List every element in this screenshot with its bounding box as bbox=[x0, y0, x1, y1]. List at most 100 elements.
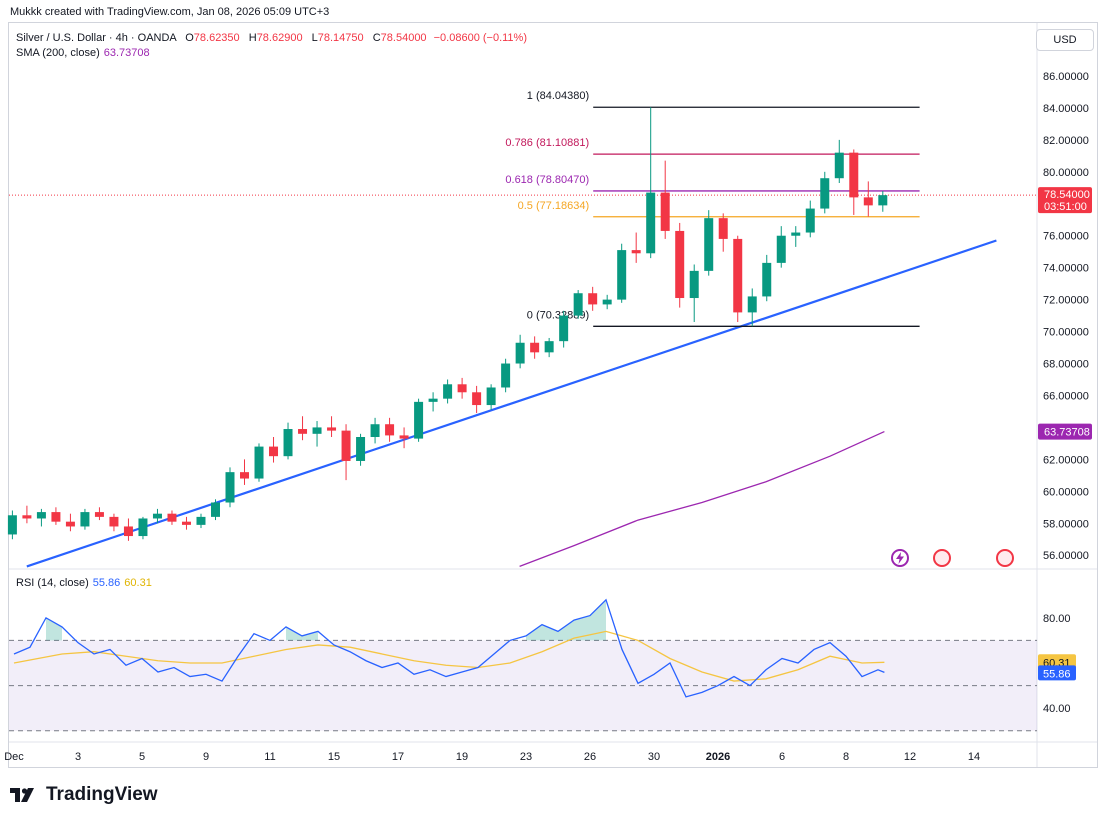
candle-body bbox=[210, 502, 220, 517]
candle-body bbox=[109, 516, 119, 527]
price-legend: Silver / U.S. Dollar · 4h · OANDA O78.62… bbox=[16, 32, 527, 44]
candle-body bbox=[878, 195, 888, 206]
price-tick-label: 68.00000 bbox=[1043, 359, 1089, 371]
time-tick-label: Dec bbox=[4, 751, 24, 763]
rsi-tick-label: 40.00 bbox=[1043, 703, 1071, 715]
candle-body bbox=[733, 238, 743, 313]
rsi-ma-line bbox=[13, 630, 885, 682]
candle-body bbox=[791, 232, 801, 236]
trendline bbox=[26, 239, 997, 568]
candle-body bbox=[94, 512, 104, 517]
rsi-overbought-fill bbox=[526, 599, 606, 641]
tradingview-brand: TradingView bbox=[10, 784, 158, 806]
price-tick-label: 70.00000 bbox=[1043, 327, 1089, 339]
candle-body bbox=[718, 218, 728, 239]
candle-body bbox=[820, 178, 830, 209]
candle-body bbox=[472, 392, 482, 406]
candle-body bbox=[646, 192, 656, 254]
candle-body bbox=[762, 262, 772, 297]
candle-body bbox=[805, 208, 815, 233]
candle-body bbox=[356, 437, 366, 461]
candle-body bbox=[181, 521, 191, 525]
close-value: 78.54000 bbox=[380, 32, 427, 44]
symbol-label[interactable]: Silver / U.S. Dollar · 4h · OANDA bbox=[16, 32, 177, 44]
rsi-tick-label: 80.00 bbox=[1043, 613, 1071, 625]
rsi-overbought-fill bbox=[286, 626, 318, 641]
time-tick-label: 5 bbox=[139, 751, 145, 763]
candle-body bbox=[327, 427, 337, 431]
sma-legend: SMA (200, close) 63.73708 bbox=[16, 47, 150, 59]
sma-price-label: 63.73708 bbox=[1044, 427, 1090, 439]
candle-body bbox=[51, 512, 61, 522]
time-tick-label: 17 bbox=[392, 751, 404, 763]
candle-body bbox=[385, 424, 395, 436]
price-tick-label: 82.00000 bbox=[1043, 135, 1089, 147]
fib-level-label: 1 (84.04380) bbox=[527, 90, 589, 102]
candle-body bbox=[747, 296, 757, 313]
us-flag-event-icon[interactable] bbox=[996, 549, 1014, 567]
rsi-overbought-fill bbox=[46, 617, 62, 641]
candle-body bbox=[269, 446, 279, 457]
price-tick-label: 66.00000 bbox=[1043, 390, 1089, 402]
candle-body bbox=[428, 398, 438, 402]
candle-body bbox=[298, 429, 308, 434]
candle-body bbox=[167, 513, 177, 522]
change-value: −0.08600 (−0.11%) bbox=[433, 32, 527, 44]
currency-button[interactable]: USD bbox=[1036, 29, 1094, 51]
candle-body bbox=[834, 152, 844, 179]
candle-body bbox=[123, 526, 133, 537]
chart-credit: Mukkk created with TradingView.com, Jan … bbox=[10, 6, 330, 18]
candle-body bbox=[602, 299, 612, 305]
chart-frame bbox=[8, 22, 1098, 768]
candle-body bbox=[399, 435, 409, 439]
time-tick-label: 19 bbox=[456, 751, 468, 763]
bar-countdown-label: 03:51:00 bbox=[1044, 201, 1087, 213]
sma-label[interactable]: SMA (200, close) bbox=[16, 47, 100, 59]
time-tick-label: 8 bbox=[843, 751, 849, 763]
rsi-badge-label: 55.86 bbox=[1043, 668, 1071, 680]
candle-body bbox=[776, 235, 786, 263]
sma-price-badge bbox=[1038, 423, 1092, 440]
price-tick-label: 86.00000 bbox=[1043, 71, 1089, 83]
rsi-label[interactable]: RSI (14, close) bbox=[16, 577, 89, 589]
candle-body bbox=[196, 516, 206, 525]
price-tick-label: 58.00000 bbox=[1043, 518, 1089, 530]
price-tick-label: 72.00000 bbox=[1043, 295, 1089, 307]
candle-body bbox=[36, 512, 46, 519]
candle-body bbox=[588, 293, 598, 305]
price-tick-label: 60.00000 bbox=[1043, 486, 1089, 498]
rsi-line bbox=[13, 598, 885, 698]
time-tick-label: 12 bbox=[904, 751, 916, 763]
candle-body bbox=[515, 342, 525, 364]
candle-body bbox=[559, 315, 569, 342]
candle-body bbox=[312, 427, 322, 434]
candle-body bbox=[617, 250, 627, 300]
candle-body bbox=[544, 341, 554, 353]
candle-body bbox=[530, 342, 540, 353]
time-tick-label: 11 bbox=[264, 751, 275, 763]
candle-body bbox=[457, 384, 467, 393]
candle-body bbox=[573, 293, 583, 316]
candle-body bbox=[152, 513, 162, 519]
low-value: 78.14750 bbox=[317, 32, 364, 44]
candle-body bbox=[631, 250, 641, 254]
high-label: H bbox=[248, 32, 257, 44]
candle-body bbox=[80, 512, 90, 527]
candle-body bbox=[689, 270, 699, 299]
time-tick-label: 14 bbox=[968, 751, 980, 763]
time-tick-label: 2026 bbox=[706, 751, 730, 763]
candle-body bbox=[414, 401, 424, 439]
price-tick-label: 84.00000 bbox=[1043, 103, 1089, 115]
open-label: O bbox=[185, 32, 194, 44]
price-tick-label: 80.00000 bbox=[1043, 167, 1089, 179]
us-flag-event-icon[interactable] bbox=[933, 549, 951, 567]
open-value: 78.62350 bbox=[193, 32, 240, 44]
lightning-event-icon[interactable] bbox=[891, 549, 909, 567]
time-tick-label: 9 bbox=[203, 751, 209, 763]
time-tick-label: 23 bbox=[520, 751, 532, 763]
price-tick-label: 56.00000 bbox=[1043, 550, 1089, 562]
sma-line bbox=[519, 430, 885, 568]
tradingview-logo-icon bbox=[10, 788, 34, 802]
fib-level-label: 0.618 (78.80470) bbox=[505, 174, 589, 186]
